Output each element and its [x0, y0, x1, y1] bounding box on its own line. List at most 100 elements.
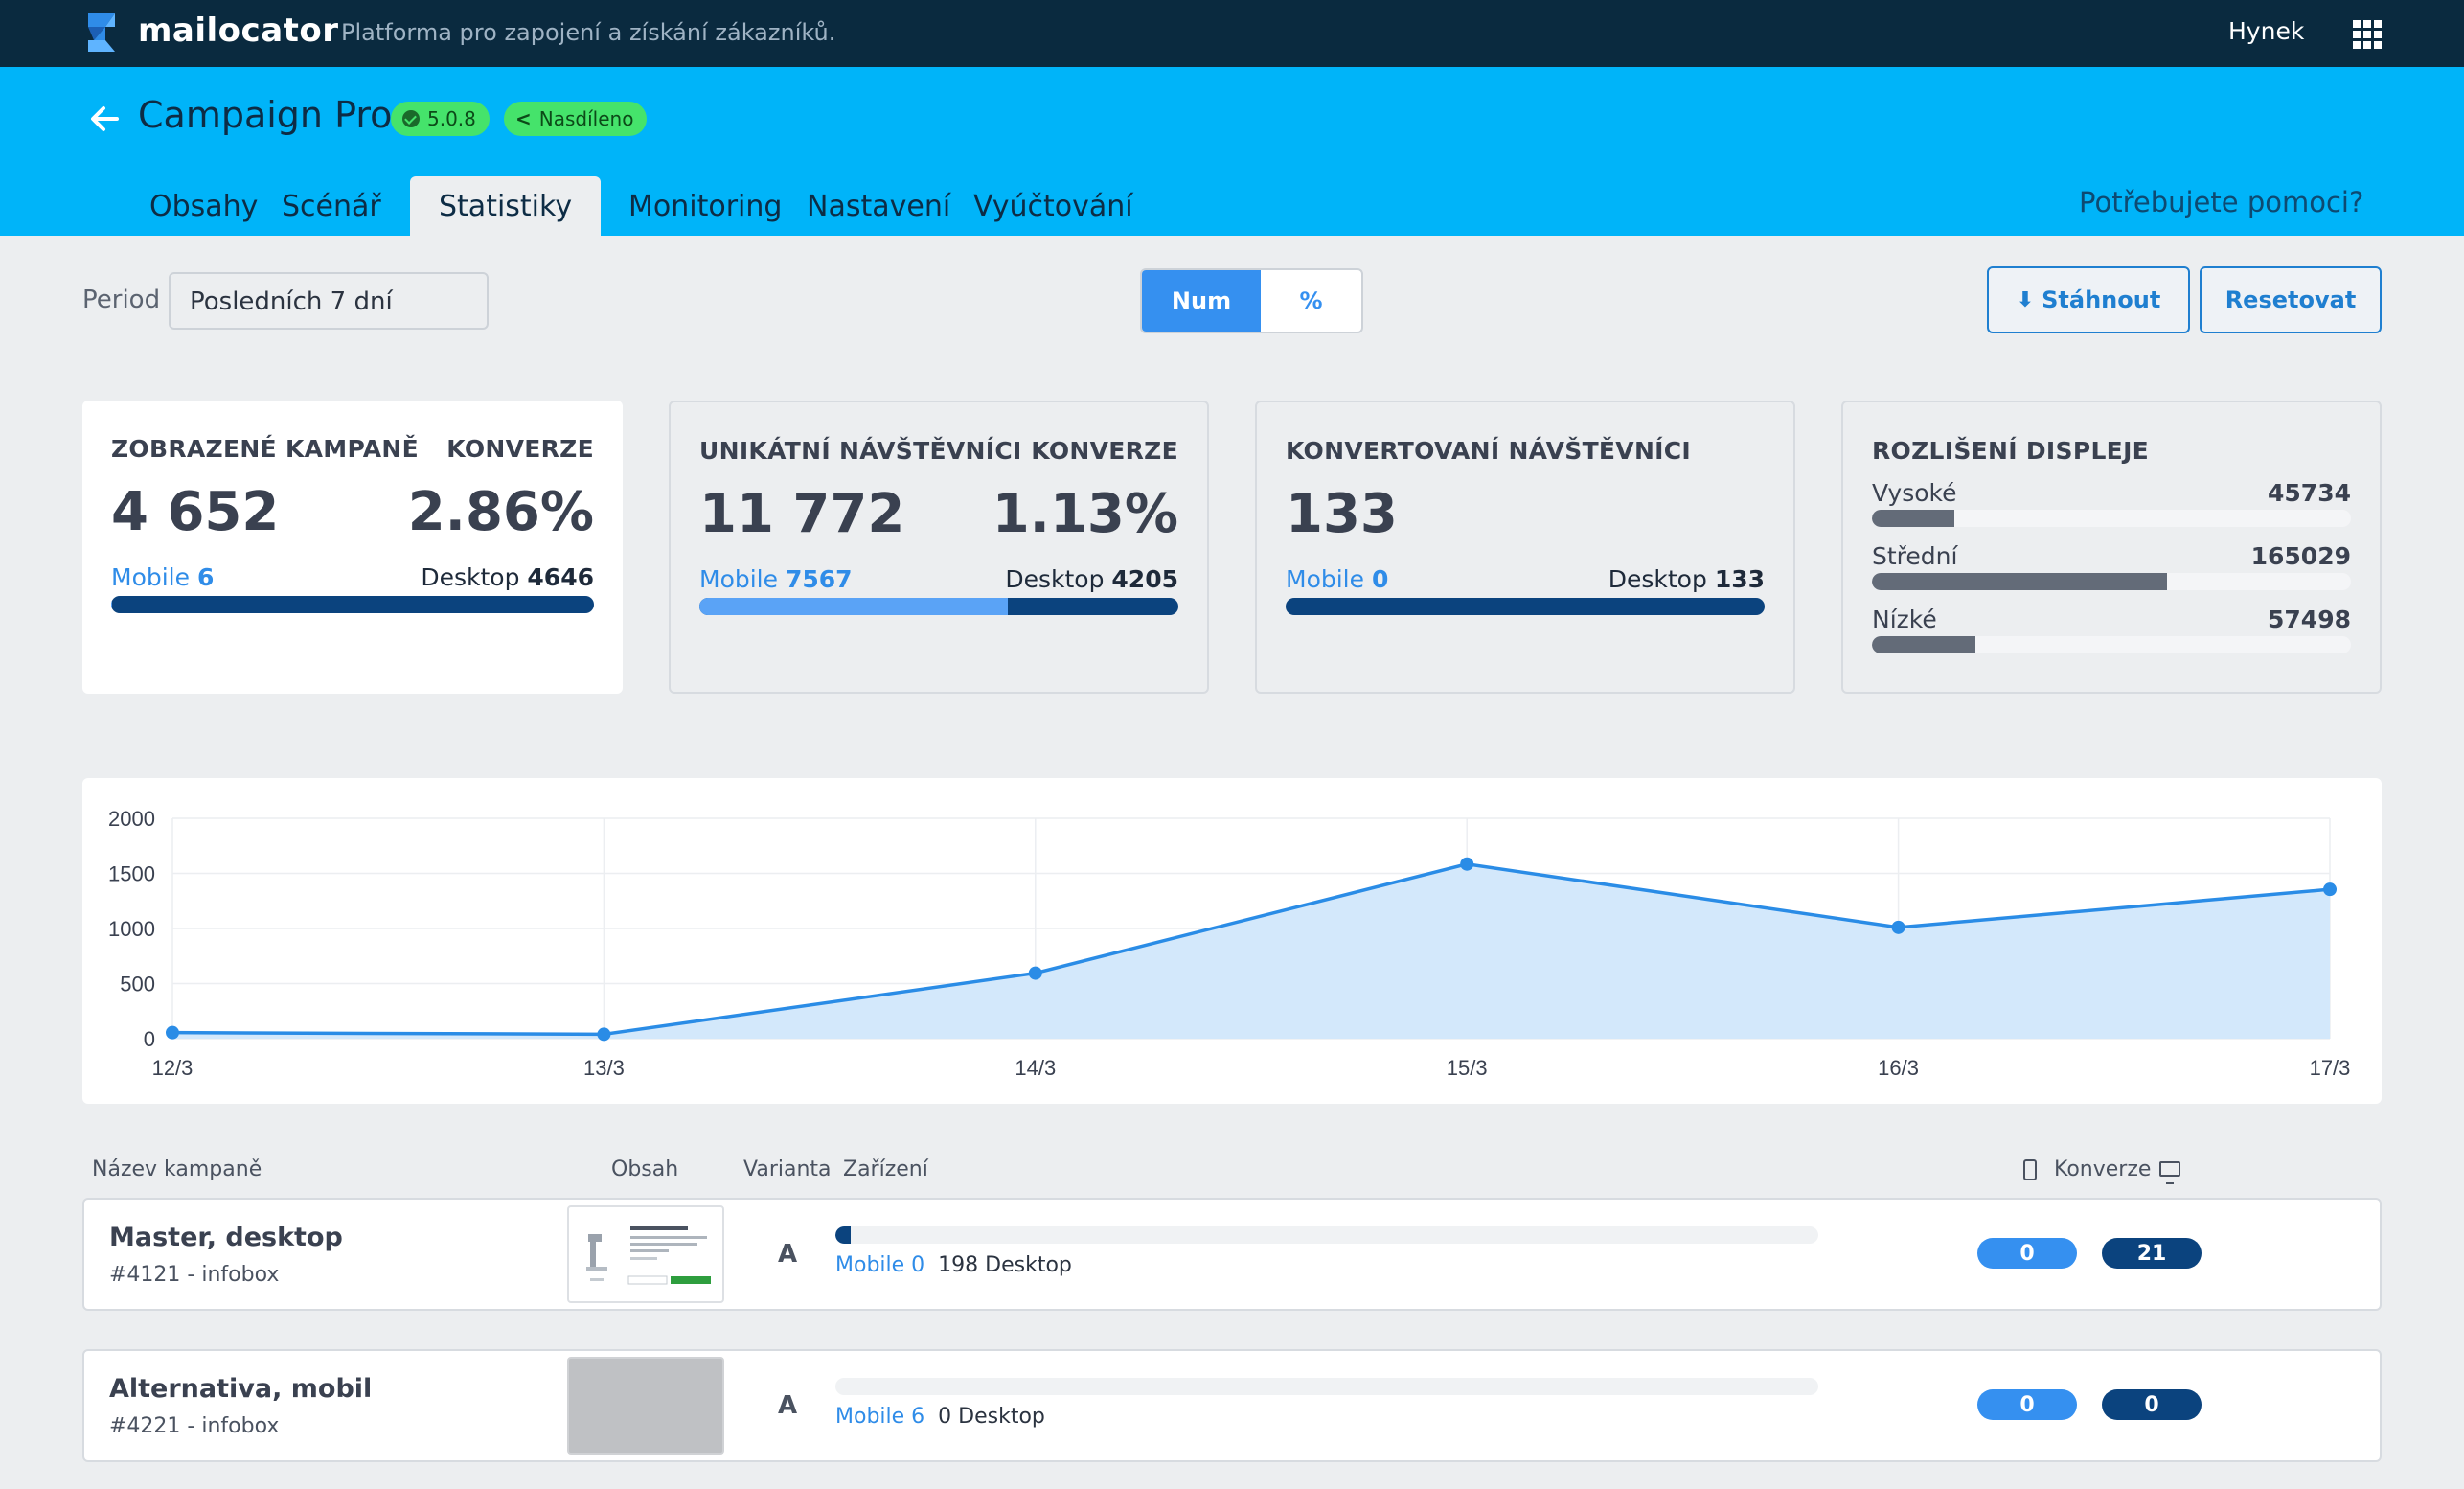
- reset-button[interactable]: Resetovat: [2200, 266, 2382, 333]
- resolution-high-label: Vysoké: [1872, 479, 1957, 507]
- resolution-high-bar: [1872, 510, 2351, 527]
- x-tick-label: 13/3: [583, 1056, 625, 1080]
- resolution-medium-label: Střední: [1872, 542, 1958, 570]
- card-mobile: Mobile 6: [111, 563, 215, 591]
- campaign-id: #4121 - infobox: [109, 1263, 280, 1287]
- y-tick-label: 500: [120, 973, 155, 996]
- device-bar: [835, 1226, 1818, 1244]
- content-thumbnail[interactable]: [567, 1205, 724, 1303]
- campaign-name[interactable]: Alternativa, mobil: [109, 1374, 373, 1404]
- card-mobile: Mobile 0: [1286, 565, 1389, 593]
- campaign-id: #4221 - infobox: [109, 1414, 280, 1438]
- share-icon: <: [515, 107, 532, 130]
- top-bar: mailocator Platforma pro zapojení a získ…: [0, 0, 2464, 67]
- y-tick-label: 1000: [108, 917, 155, 941]
- device-counts: Mobile 0 198 Desktop: [835, 1253, 1072, 1277]
- th-campaign-name: Název kampaně: [92, 1157, 262, 1181]
- resolution-low-value: 57498: [2268, 606, 2351, 633]
- visits-chart: 0 500 1000 1500 2000 12/3 13/3 14/3 15/3 16/3 17/3: [82, 778, 2382, 1104]
- data-point: [1460, 857, 1474, 871]
- shared-badge[interactable]: < Nasdíleno: [504, 102, 648, 136]
- card-label: KONVERTOVANÍ NÁVŠTĚVNÍCI: [1286, 437, 1692, 465]
- card-value: 133: [1286, 483, 1398, 545]
- shared-label: Nasdíleno: [538, 107, 634, 130]
- table-row[interactable]: Master, desktop #4121 - infobox A Mobile…: [82, 1198, 2382, 1311]
- card-conv-label: KONVERZE: [1031, 437, 1178, 465]
- version-badge: 5.0.8: [391, 102, 490, 136]
- tab-nastaveni[interactable]: Nastavení: [807, 189, 951, 223]
- card-desktop: Desktop 133: [1608, 565, 1765, 593]
- table-row[interactable]: Alternativa, mobil #4221 - infobox A Mob…: [82, 1349, 2382, 1462]
- download-button[interactable]: ⬇ Stáhnout: [1987, 266, 2190, 333]
- y-tick-label: 0: [144, 1027, 155, 1051]
- conversion-mobile-badge: 0: [1977, 1238, 2077, 1269]
- device-bar: [835, 1378, 1818, 1395]
- campaign-title: Campaign Pro: [138, 94, 393, 136]
- resolution-medium-value: 165029: [2250, 542, 2351, 570]
- resolution-medium-bar: [1872, 573, 2351, 590]
- help-link[interactable]: Potřebujete pomoci?: [2079, 186, 2364, 218]
- card-shown-campaigns: ZOBRAZENÉ KAMPANĚ KONVERZE 4 652 2.86% M…: [82, 401, 623, 694]
- card-desktop: Desktop 4205: [1005, 565, 1178, 593]
- y-tick-label: 1500: [108, 862, 155, 886]
- monitor-icon: [2159, 1161, 2180, 1184]
- campaign-header: Campaign Pro 5.0.8 < Nasdíleno Obsahy Sc…: [0, 67, 2464, 236]
- resolution-low-fill: [1872, 636, 1975, 653]
- period-select[interactable]: Posledních 7 dní: [169, 272, 489, 330]
- card-label: ROZLIŠENÍ DISPLEJE: [1872, 437, 2150, 465]
- resolution-low-bar: [1872, 636, 2351, 653]
- card-converted-visitors: KONVERTOVANÍ NÁVŠTĚVNÍCI 133 Mobile 0 De…: [1255, 401, 1795, 694]
- num-percent-toggle: Num %: [1140, 268, 1363, 333]
- check-circle-icon: [402, 110, 420, 127]
- data-point: [2323, 882, 2337, 897]
- card-display-resolution: ROZLIŠENÍ DISPLEJE Vysoké 45734 Střední …: [1841, 401, 2382, 694]
- conversion-desktop-badge: 21: [2102, 1238, 2202, 1269]
- mailocator-logo-icon[interactable]: [82, 11, 121, 54]
- th-content: Obsah: [611, 1157, 679, 1181]
- x-tick-label: 16/3: [1878, 1056, 1919, 1080]
- series-area: [172, 863, 2330, 1039]
- tab-obsahy[interactable]: Obsahy: [149, 189, 259, 223]
- card-value: 4 652: [111, 481, 280, 543]
- toggle-num-button[interactable]: Num: [1142, 270, 1261, 332]
- card-label: UNIKÁTNÍ NÁVŠTĚVNÍCI: [699, 437, 1022, 465]
- brand-name[interactable]: mailocator: [138, 11, 339, 50]
- resolution-low-label: Nízké: [1872, 606, 1937, 633]
- device-desktop-fill: [835, 1226, 852, 1244]
- card-conv-label: KONVERZE: [446, 435, 594, 463]
- th-variant: Varianta: [743, 1157, 832, 1181]
- resolution-high-fill: [1872, 510, 1954, 527]
- card-value: 11 772: [699, 483, 905, 545]
- period-label: Period: [82, 286, 161, 314]
- download-label: Stáhnout: [2042, 286, 2161, 313]
- apps-grid-icon[interactable]: [2353, 20, 2382, 49]
- card-conv-value: 1.13%: [992, 483, 1178, 545]
- tab-monitoring[interactable]: Monitoring: [628, 189, 783, 223]
- content-thumbnail-placeholder[interactable]: [567, 1357, 724, 1455]
- card-unique-visitors: UNIKÁTNÍ NÁVŠTĚVNÍCI KONVERZE 11 772 1.1…: [669, 401, 1209, 694]
- card-conv-value: 2.86%: [407, 481, 594, 543]
- tab-vyuctovani[interactable]: Vyúčtování: [973, 189, 1133, 223]
- device-split-bar: [1286, 598, 1765, 615]
- card-label: ZOBRAZENÉ KAMPANĚ: [111, 435, 420, 463]
- back-arrow-icon[interactable]: [86, 100, 125, 138]
- data-point: [1028, 966, 1042, 980]
- mobile-share-fill: [699, 598, 1008, 615]
- conversion-mobile-badge: 0: [1977, 1389, 2077, 1420]
- series-line: [171, 861, 2331, 1037]
- mobile-share-fill: [111, 596, 112, 613]
- user-menu[interactable]: Hynek: [2228, 17, 2305, 45]
- toggle-percent-button[interactable]: %: [1299, 287, 1323, 314]
- tab-statistiky[interactable]: Statistiky: [410, 176, 602, 236]
- thumbnail-preview-icon: [575, 1217, 717, 1292]
- x-tick-label: 12/3: [152, 1056, 194, 1080]
- resolution-medium-fill: [1872, 573, 2167, 590]
- tab-scenar[interactable]: Scénář: [282, 189, 381, 223]
- y-tick-label: 2000: [108, 807, 155, 831]
- data-point: [166, 1025, 179, 1040]
- th-device: Zařízení: [843, 1157, 928, 1181]
- chart-svg: 0 500 1000 1500 2000 12/3 13/3 14/3 15/3 16/3 17/3: [108, 807, 2350, 1080]
- download-icon: ⬇: [2016, 287, 2035, 312]
- campaign-name[interactable]: Master, desktop: [109, 1223, 343, 1252]
